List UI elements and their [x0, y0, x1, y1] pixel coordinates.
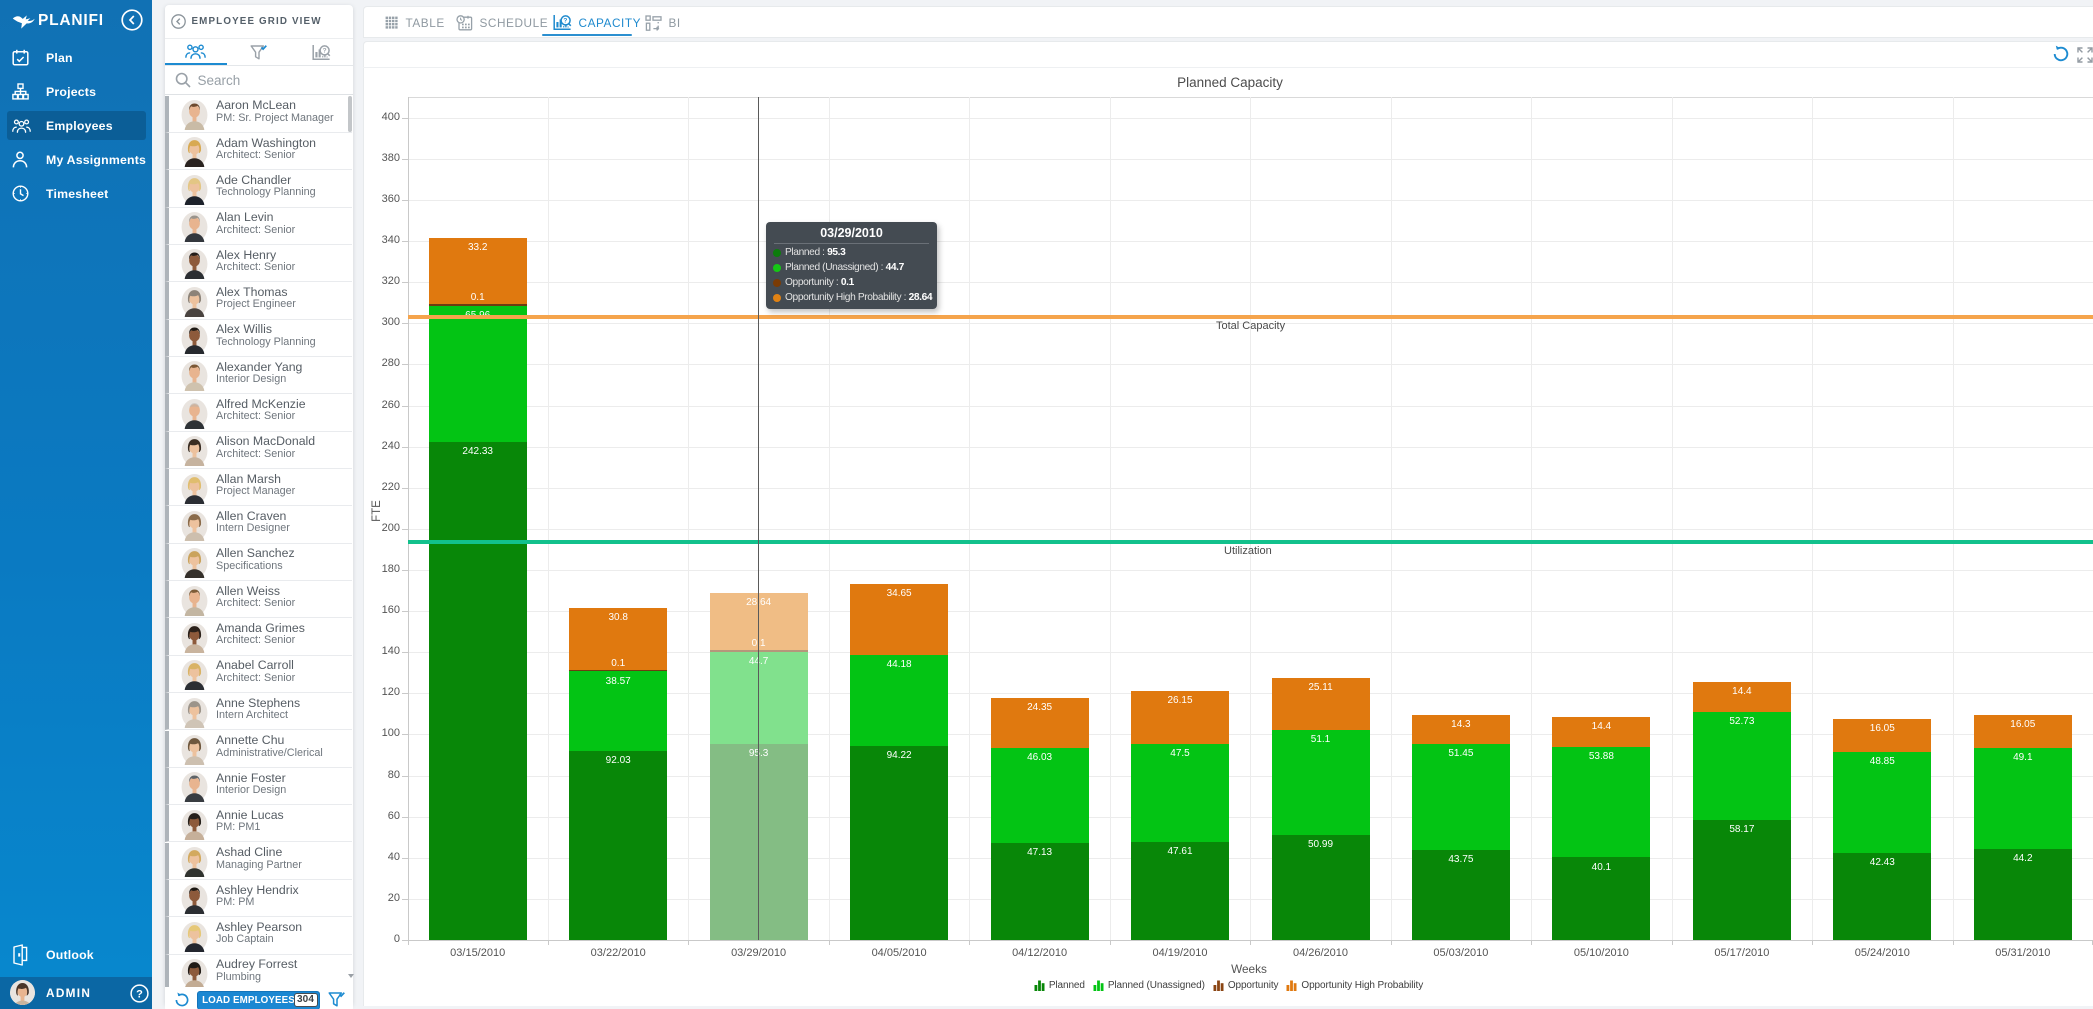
svg-text:?: ?	[563, 18, 568, 25]
svg-text:?: ?	[322, 47, 326, 54]
svg-text:?: ?	[136, 988, 143, 1000]
